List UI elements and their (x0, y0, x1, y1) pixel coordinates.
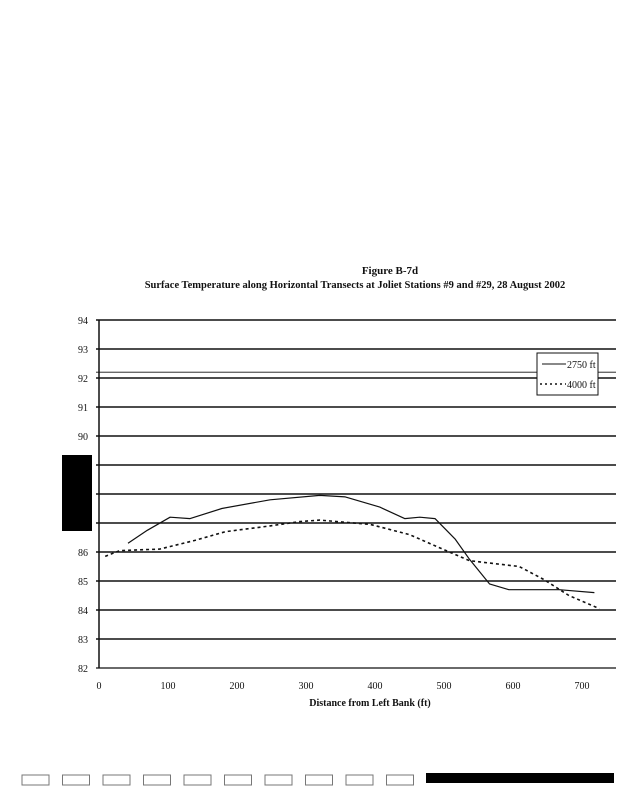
legend: 2750 ft 4000 ft (536, 352, 599, 396)
x-tick-label: 300 (299, 681, 314, 692)
x-tick-label: 0 (97, 681, 102, 692)
legend-label-4000: 4000 ft (567, 380, 596, 391)
y-tick-label: 86 (78, 548, 88, 559)
scan-mark (386, 774, 414, 786)
scan-artifacts (21, 773, 614, 786)
y-tick-label: 94 (78, 316, 88, 327)
scan-mark (21, 774, 50, 786)
y-tick-label: 85 (78, 577, 88, 588)
x-tick-label: 400 (368, 681, 383, 692)
x-tick-label: 600 (506, 681, 521, 692)
y-tick-label: 93 (78, 345, 88, 356)
scan-mark (102, 774, 131, 786)
figure-label: Figure B-7d (362, 265, 418, 277)
scan-mark (305, 774, 333, 786)
scan-mark (62, 774, 90, 786)
x-tick-label: 100 (161, 681, 176, 692)
x-tick-label: 200 (230, 681, 245, 692)
y-tick-label: 83 (78, 635, 88, 646)
scan-mark (183, 774, 212, 786)
scan-mark (345, 774, 374, 786)
series-line-2750ft (127, 494, 595, 594)
y-tick-label: 84 (78, 606, 88, 617)
chart-title: Surface Temperature along Horizontal Tra… (145, 280, 566, 291)
scan-bar (426, 773, 614, 783)
x-tick-label: 500 (437, 681, 452, 692)
y-tick-label: 82 (78, 664, 88, 675)
scan-mark (143, 774, 171, 786)
x-axis-label: Distance from Left Bank (ft) (309, 698, 430, 709)
redaction-block (62, 455, 92, 531)
series-line-4000ft (104, 519, 600, 610)
y-tick-label: 91 (78, 403, 88, 414)
scan-mark (264, 774, 293, 786)
scan-mark (224, 774, 252, 786)
legend-label-2750: 2750 ft (567, 360, 596, 371)
y-tick-label: 92 (78, 374, 88, 385)
x-tick-label: 700 (575, 681, 590, 692)
y-tick-label: 90 (78, 432, 88, 443)
